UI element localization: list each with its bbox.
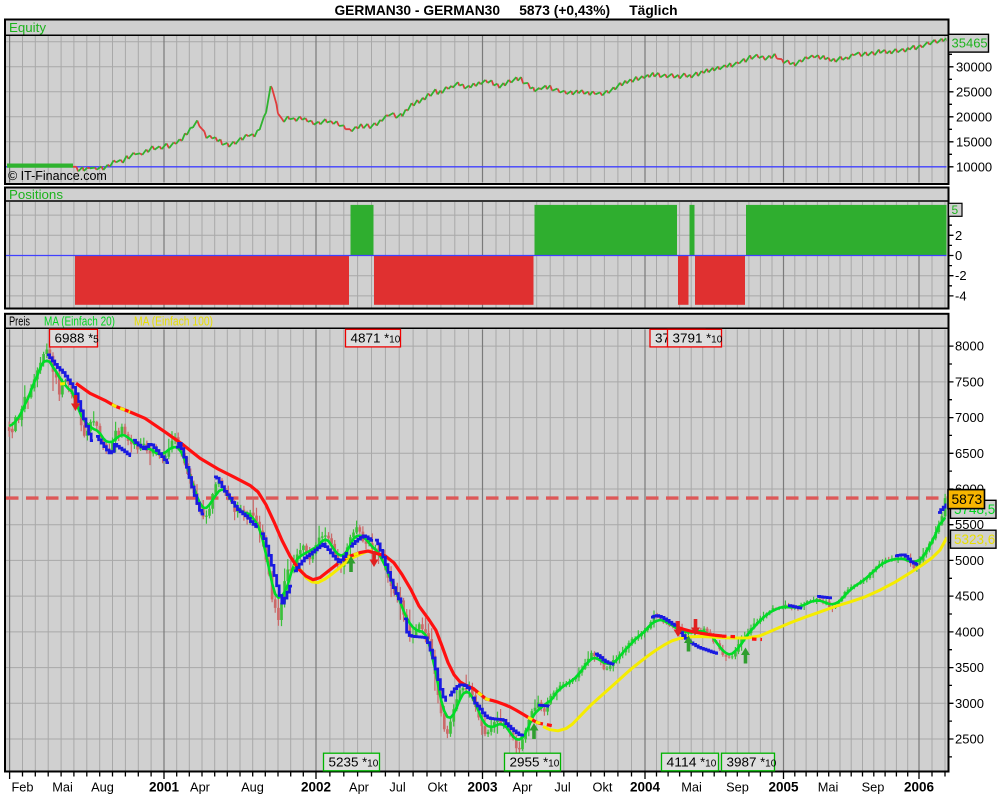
svg-text:-2: -2 <box>955 268 967 283</box>
svg-text:Aug: Aug <box>91 780 114 795</box>
svg-text:2004: 2004 <box>630 780 661 795</box>
svg-text:10000: 10000 <box>956 159 992 174</box>
svg-text:Jul: Jul <box>554 780 570 795</box>
svg-text:2955 *10: 2955 *10 <box>510 755 560 770</box>
svg-text:Feb: Feb <box>11 780 33 795</box>
svg-text:7000: 7000 <box>955 410 984 425</box>
svg-text:4114 *10: 4114 *10 <box>667 755 717 770</box>
svg-text:Preis: Preis <box>9 314 30 328</box>
svg-text:Aug: Aug <box>241 780 264 795</box>
svg-text:2500: 2500 <box>955 732 984 747</box>
svg-text:Mai: Mai <box>52 780 73 795</box>
svg-text:25000: 25000 <box>956 84 992 99</box>
svg-text:2: 2 <box>955 228 962 243</box>
svg-text:4000: 4000 <box>955 624 984 639</box>
svg-text:35465: 35465 <box>952 36 988 51</box>
svg-text:8000: 8000 <box>955 339 984 354</box>
svg-text:30000: 30000 <box>956 59 992 74</box>
svg-text:2002: 2002 <box>301 780 331 795</box>
svg-text:5: 5 <box>952 203 959 217</box>
svg-text:3500: 3500 <box>955 660 984 675</box>
svg-text:Apr: Apr <box>349 780 370 795</box>
svg-text:15000: 15000 <box>956 134 992 149</box>
svg-text:-4: -4 <box>955 288 967 303</box>
svg-text:5000: 5000 <box>955 553 984 568</box>
svg-text:Okt: Okt <box>428 780 448 795</box>
svg-text:3791 *10: 3791 *10 <box>673 331 723 346</box>
svg-text:5323,6: 5323,6 <box>954 532 995 547</box>
svg-text:4871 *10: 4871 *10 <box>351 331 401 346</box>
svg-text:6988 *5: 6988 *5 <box>55 331 100 346</box>
svg-text:2003: 2003 <box>467 780 498 795</box>
svg-text:6500: 6500 <box>955 446 984 461</box>
svg-text:4500: 4500 <box>955 589 984 604</box>
svg-text:Okt: Okt <box>593 780 613 795</box>
svg-text:Apr: Apr <box>190 780 211 795</box>
svg-text:5235 *10: 5235 *10 <box>329 755 379 770</box>
svg-text:2001: 2001 <box>149 780 180 795</box>
svg-text:MA (Einfach 100): MA (Einfach 100) <box>134 314 213 328</box>
svg-text:3987 *10: 3987 *10 <box>727 755 777 770</box>
svg-text:20000: 20000 <box>956 109 992 124</box>
svg-text:Equity: Equity <box>9 21 47 35</box>
svg-text:2006: 2006 <box>904 780 935 795</box>
svg-text:5500: 5500 <box>955 517 984 532</box>
svg-text:0: 0 <box>955 248 962 263</box>
svg-text:Sep: Sep <box>862 780 885 795</box>
svg-text:2005: 2005 <box>768 780 799 795</box>
svg-text:© IT-Finance.com: © IT-Finance.com <box>8 169 107 183</box>
svg-text:MA (Einfach 20): MA (Einfach 20) <box>44 314 115 328</box>
svg-text:Positions: Positions <box>9 188 63 202</box>
svg-text:7500: 7500 <box>955 374 984 389</box>
svg-text:GERMAN30 - GERMAN30 5873 (: GERMAN30 - GERMAN30 5873 (+0,43%) Täglic… <box>334 3 677 18</box>
svg-text:Mai: Mai <box>818 780 839 795</box>
svg-text:3000: 3000 <box>955 696 984 711</box>
svg-text:Jul: Jul <box>389 780 405 795</box>
svg-text:5873: 5873 <box>952 492 983 507</box>
svg-text:Apr: Apr <box>513 780 534 795</box>
svg-text:Sep: Sep <box>726 780 749 795</box>
svg-text:Mai: Mai <box>681 780 702 795</box>
